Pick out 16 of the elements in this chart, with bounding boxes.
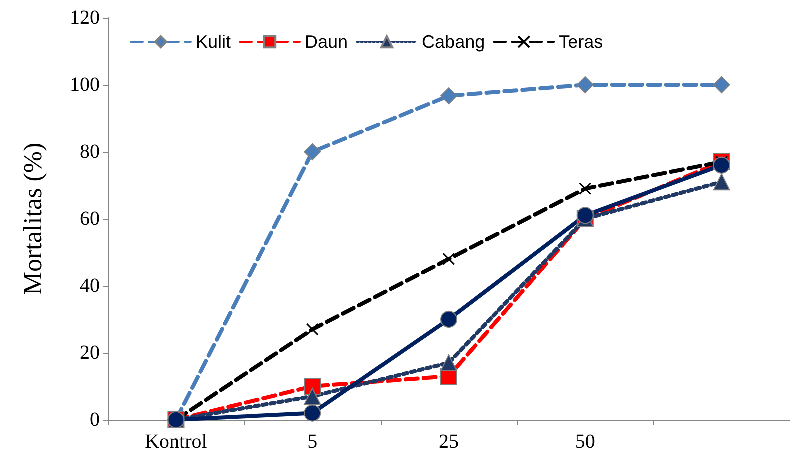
- x-tick-label: Kontrol: [145, 431, 208, 453]
- legend-label: Cabang: [422, 32, 486, 52]
- legend-label: Daun: [305, 32, 348, 52]
- y-tick-label: 120: [70, 7, 100, 29]
- y-tick-label: 100: [70, 74, 100, 96]
- y-tick-label: 40: [80, 275, 100, 297]
- legend-label: Teras: [559, 32, 604, 52]
- y-tick-label: 0: [90, 409, 100, 431]
- x-tick-label: 50: [575, 431, 596, 453]
- x-tick-label: 25: [439, 431, 459, 453]
- x-tick-label: 5: [308, 431, 318, 453]
- y-tick-label: 80: [80, 141, 100, 163]
- legend-label: Kulit: [196, 32, 232, 52]
- y-axis-title: Mortalitas (%): [18, 142, 48, 296]
- y-tick-label: 60: [80, 208, 100, 230]
- y-tick-label: 20: [80, 342, 100, 364]
